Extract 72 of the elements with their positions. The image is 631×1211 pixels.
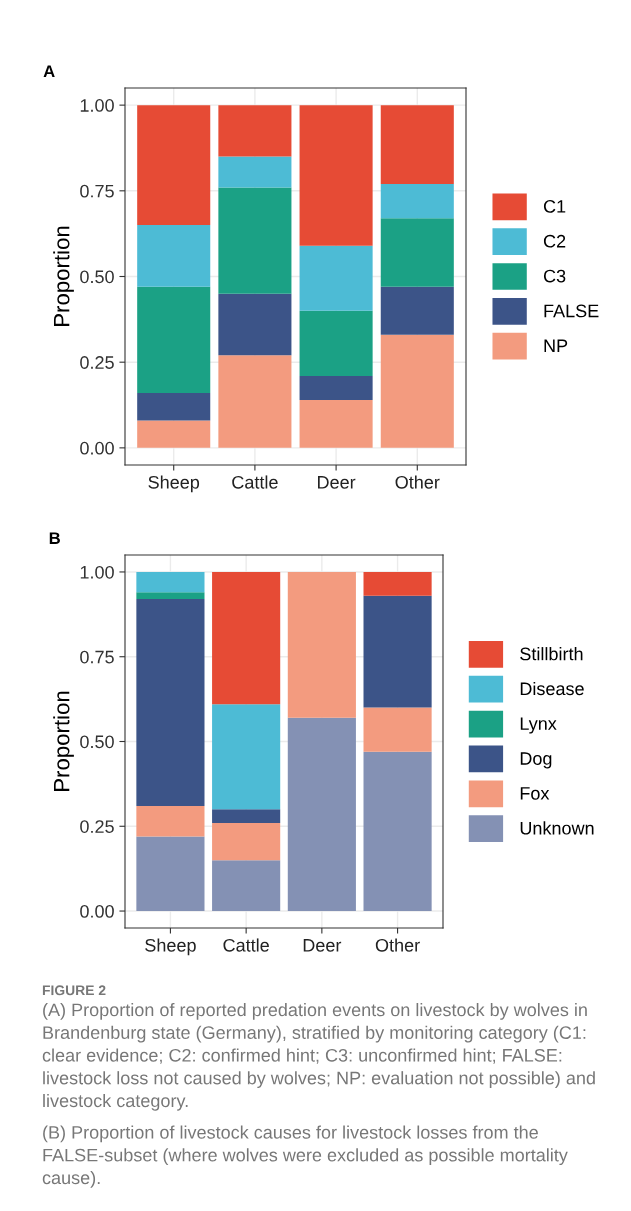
legend-label: Dog <box>520 752 552 769</box>
bar <box>218 293 292 356</box>
bar <box>136 571 205 593</box>
x-tick-label: Sheep <box>145 938 196 956</box>
y-tick-label: 0.75 <box>80 184 114 198</box>
bar <box>137 105 211 226</box>
bar <box>380 286 454 335</box>
legend-label: Lynx <box>520 717 557 734</box>
x-tick-label: Sheep <box>148 475 200 493</box>
bar <box>136 836 205 912</box>
x-tick-label: Cattle <box>232 475 278 489</box>
bar <box>287 571 356 718</box>
bar <box>137 420 211 448</box>
x-tick-label: Deer <box>303 939 342 952</box>
y-tick-label: 1.00 <box>80 565 114 579</box>
bar <box>380 183 454 219</box>
chart-title: A <box>43 65 55 77</box>
bar <box>212 571 281 705</box>
bar <box>136 592 205 600</box>
bar <box>136 599 205 806</box>
bar <box>287 717 356 912</box>
chart-title: B <box>49 532 60 544</box>
bar <box>380 218 454 287</box>
bar <box>212 704 281 810</box>
bar <box>137 225 211 287</box>
y-tick-label: 0.25 <box>80 356 114 369</box>
bar <box>380 105 454 184</box>
bar <box>137 286 211 394</box>
text: (B) Proportion of livestock causes for livestock losses from the FALSE-subset (where wolves were excluded as possible mortality cause). <box>42 1125 568 1188</box>
legend-label: C1 <box>543 199 566 213</box>
y-axis-title: Proportion <box>53 691 74 791</box>
y-tick-label: 0.50 <box>80 735 114 749</box>
bar <box>363 571 432 596</box>
bar <box>218 187 292 294</box>
legend-label: Stillbirth <box>520 647 583 661</box>
bar <box>136 805 205 837</box>
x-tick-label: Other <box>395 475 440 489</box>
y-tick-label: 0.00 <box>80 441 114 455</box>
bar <box>212 860 281 912</box>
bar <box>212 822 281 861</box>
bar <box>363 751 432 912</box>
bar <box>299 105 373 246</box>
bar <box>363 707 432 752</box>
y-tick-label: 0.25 <box>80 820 114 833</box>
legend-label: C3 <box>543 269 566 283</box>
x-tick-label: Other <box>375 938 420 952</box>
text: (A) Proportion of reported predation events on livestock by wolves in Brandenburg state (Germany), stratified by monitoring category (C1: clear evidence; C2: confirmed hint; C3: unconfirmed hint; FALSE: livestock loss not caused by wolves; NP: evaluation not possible) and livestock category. <box>42 1003 595 1111</box>
bar <box>380 334 454 448</box>
bar <box>218 355 292 448</box>
bar <box>299 310 373 376</box>
bar <box>137 393 211 421</box>
bar <box>363 595 432 708</box>
legend-label: FALSE <box>544 304 599 318</box>
legend-label: Fox <box>520 787 550 800</box>
x-tick-label: Deer <box>318 476 356 489</box>
y-tick-label: 1.00 <box>80 99 114 112</box>
legend-label: Disease <box>520 681 584 696</box>
bar <box>299 375 373 400</box>
bar <box>218 105 292 157</box>
bar <box>299 399 373 448</box>
legend-label: C2 <box>543 234 566 248</box>
bar <box>299 245 373 311</box>
caption: FIGURE 2 <box>42 985 106 996</box>
bar <box>218 156 292 188</box>
bar <box>212 809 281 823</box>
x-tick-label: Cattle <box>223 938 269 952</box>
y-axis-title: Proportion <box>53 226 74 326</box>
y-tick-label: 0.00 <box>80 904 114 918</box>
y-tick-label: 0.75 <box>80 650 114 664</box>
legend-label: NP <box>544 339 568 352</box>
y-tick-label: 0.50 <box>80 270 114 284</box>
legend-label: Unknown <box>520 821 594 835</box>
